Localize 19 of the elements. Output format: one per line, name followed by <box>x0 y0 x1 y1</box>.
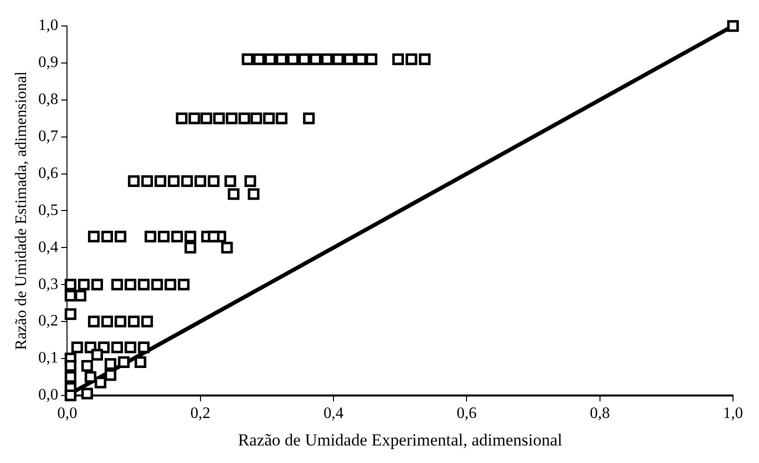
y-tick-label: 1,0 <box>38 17 58 34</box>
x-tick-label: 0,6 <box>456 405 477 422</box>
y-tick-label: 0,8 <box>38 91 58 108</box>
x-tick-label: 1,0 <box>723 405 743 422</box>
y-tick-label: 0,3 <box>38 276 58 293</box>
y-tick-label: 0,9 <box>38 54 58 72</box>
x-tick-label: 0,2 <box>190 405 210 422</box>
x-axis-title: Razão de Umidade Experimental, adimensional <box>238 430 563 450</box>
y-tick-label: 0,2 <box>38 312 58 330</box>
y-tick-label: 0,4 <box>38 238 58 256</box>
y-tick-label: 0,7 <box>38 128 58 146</box>
x-tick-label: 0,8 <box>590 405 610 422</box>
x-tick-label: 0,4 <box>324 405 344 422</box>
x-tick-label: 0,0 <box>57 405 78 422</box>
y-axis-title: Razão de Umidade Estimada, adimensional <box>12 70 30 350</box>
y-tick-label: 0,5 <box>38 202 58 219</box>
y-tick-label: 0,0 <box>38 386 58 404</box>
y-tick-label: 0,1 <box>38 350 58 367</box>
y-tick-label: 0,6 <box>38 164 58 182</box>
